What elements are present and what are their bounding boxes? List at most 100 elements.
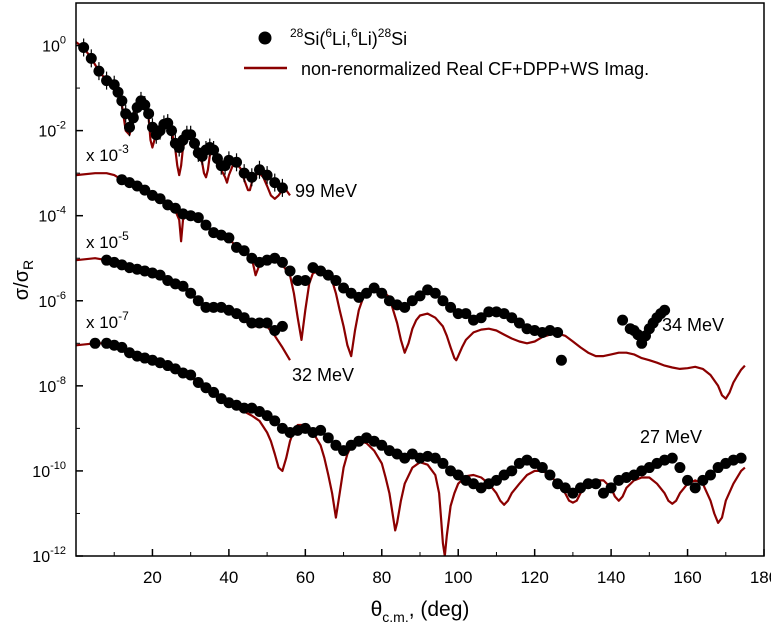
data-point-99mev [253, 160, 265, 179]
data-point-34mev [414, 290, 426, 302]
data-point-32mev [246, 317, 258, 329]
data-point-32mev [261, 317, 273, 329]
x-axis: 20 40 60 80 100 120 140 160 180 [113, 549, 771, 587]
y-tick-label: 10-6 [38, 290, 66, 311]
data-point-27mev [185, 369, 197, 381]
data-point-27mev [697, 474, 709, 486]
data-point-32mev [200, 301, 212, 313]
data-point-32mev [238, 312, 250, 324]
data-point-27mev [192, 376, 204, 388]
y-tick-label: 10-4 [38, 205, 66, 226]
legend: 28Si(6Li,6Li)28Si non-renormalized Real … [244, 26, 649, 79]
data-point-32mev [253, 317, 265, 329]
legend-fit-label: non-renormalized Real CF+DPP+WS Imag. [301, 59, 649, 79]
data-point-99mev [93, 62, 105, 81]
data-point-27mev [506, 465, 518, 477]
data-point-34mev [223, 232, 235, 244]
data-point-27mev [704, 469, 716, 481]
data-point-27mev [208, 386, 220, 398]
y-tick-label: 10-10 [32, 460, 66, 481]
data-point-34mev [169, 202, 181, 214]
x-tick-label: 160 [673, 568, 701, 587]
data-point-34mev [552, 326, 564, 338]
data-point-34mev [368, 282, 380, 294]
data-point-27mev [590, 478, 602, 490]
y-tick-label: 100 [42, 35, 66, 56]
y-tick-label: 10-2 [38, 120, 66, 141]
data-point-27mev [89, 337, 101, 349]
data-point-34mev [452, 308, 464, 320]
x-tick-label: 80 [372, 568, 391, 587]
data-point-99mev [231, 153, 243, 172]
data-point-27mev [605, 482, 617, 494]
fit-curve-99mev [76, 41, 291, 200]
x-axis-label: θc.m., (deg) [371, 598, 470, 625]
data-point-34mev [360, 287, 372, 299]
data-point-99mev [261, 166, 273, 185]
data-point-27mev [544, 469, 556, 481]
y-tick-label: 10-8 [38, 375, 66, 396]
data-point-34mev [475, 312, 487, 324]
x-tick-label: 40 [219, 568, 238, 587]
plot-frame [75, 2, 765, 557]
data-point-27mev [437, 457, 449, 469]
data-point-27mev [559, 482, 571, 494]
scale-label-34mev: x 10-3 [86, 142, 129, 165]
data-point-32mev [177, 280, 189, 292]
data-point-27mev [315, 424, 327, 436]
x-tick-label: 120 [520, 568, 548, 587]
data-point-27mev [116, 341, 128, 353]
data-point-99mev [246, 168, 258, 187]
data-point-27mev [666, 452, 678, 464]
data-point-27mev [322, 432, 334, 444]
data-point-27mev [490, 474, 502, 486]
data-point-32mev [276, 320, 288, 332]
energy-label-99mev: 99 MeV [295, 181, 357, 201]
data-point-32mev [208, 301, 220, 313]
data-point-99mev [85, 49, 97, 68]
data-point-32mev [154, 269, 166, 281]
energy-label-32mev: 32 MeV [292, 365, 354, 385]
data-point-34mev [460, 308, 472, 320]
data-point-34mev [506, 312, 518, 324]
legend-data-marker [258, 31, 272, 45]
data-point-27mev [735, 452, 747, 464]
point-layer [78, 38, 747, 499]
data-point-34mev [659, 304, 671, 316]
data-point-34mev [513, 317, 525, 329]
data-point-27mev [261, 410, 273, 422]
energy-label-34mev: 34 MeV [662, 315, 724, 335]
data-point-34mev [376, 287, 388, 299]
data-point-34mev [299, 274, 311, 286]
y-axis-label: σ/σR [11, 260, 36, 300]
data-point-34mev [399, 301, 411, 313]
data-point-27mev [689, 482, 701, 494]
data-point-27mev [269, 415, 281, 427]
x-tick-label: 140 [597, 568, 625, 587]
x-tick-label: 20 [143, 568, 162, 587]
data-point-99mev [276, 178, 288, 197]
data-point-27mev [238, 402, 250, 414]
data-point-34mev [192, 212, 204, 224]
scale-label-27mev: x 10-7 [86, 309, 129, 332]
data-point-34mev [617, 314, 629, 326]
data-point-27mev [452, 469, 464, 481]
data-point-99mev [78, 38, 90, 57]
legend-data-label: 28Si(6Li,6Li)28Si [290, 26, 407, 49]
data-point-32mev [192, 295, 204, 307]
data-point-34mev [322, 269, 334, 281]
data-point-27mev [674, 462, 686, 474]
data-point-34mev [483, 306, 495, 318]
data-point-27mev [682, 474, 694, 486]
x-tick-label: 180 [750, 568, 771, 587]
data-point-34mev [338, 282, 350, 294]
y-axis: 100 10-2 10-4 10-6 10-8 10-10 10-12 [32, 35, 83, 566]
data-point-99mev [116, 91, 128, 110]
data-point-34mev [429, 287, 441, 299]
data-point-34mev [154, 193, 166, 205]
data-point-34mev [284, 265, 296, 277]
data-point-34mev [139, 184, 151, 196]
data-point-34mev [238, 245, 250, 257]
data-point-34mev [292, 274, 304, 286]
